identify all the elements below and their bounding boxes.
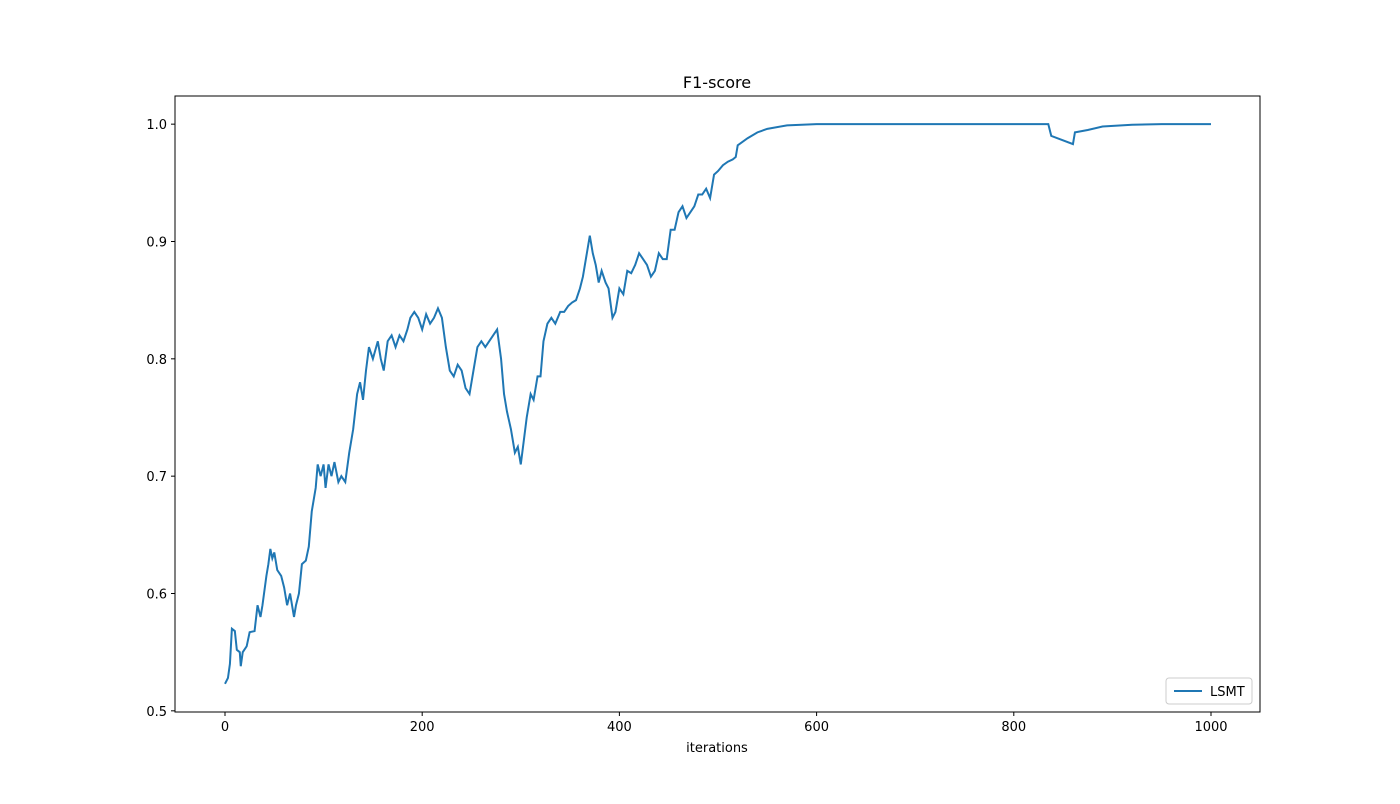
y-tick-label: 0.5: [146, 705, 167, 720]
y-tick-label: 0.8: [146, 353, 167, 368]
legend-label: LSMT: [1210, 685, 1245, 700]
x-tick-label: 200: [410, 720, 435, 735]
x-tick-label: 1000: [1194, 720, 1227, 735]
legend-box: [1165, 677, 1253, 705]
x-axis-label: iterations: [686, 741, 748, 756]
x-tick-label: 600: [804, 720, 829, 735]
plot-frame: [174, 95, 1261, 713]
x-tick-label: 0: [221, 720, 229, 735]
x-tick-label: 800: [1001, 720, 1026, 735]
y-tick-label: 0.7: [146, 470, 167, 485]
y-tick-label: 1.0: [146, 118, 167, 133]
line-series: [224, 123, 1211, 685]
y-tick-label: 0.6: [146, 587, 167, 602]
y-tick-label: 0.9: [146, 235, 167, 250]
x-tick-label: 400: [607, 720, 632, 735]
chart-title: F1-score: [683, 73, 751, 92]
